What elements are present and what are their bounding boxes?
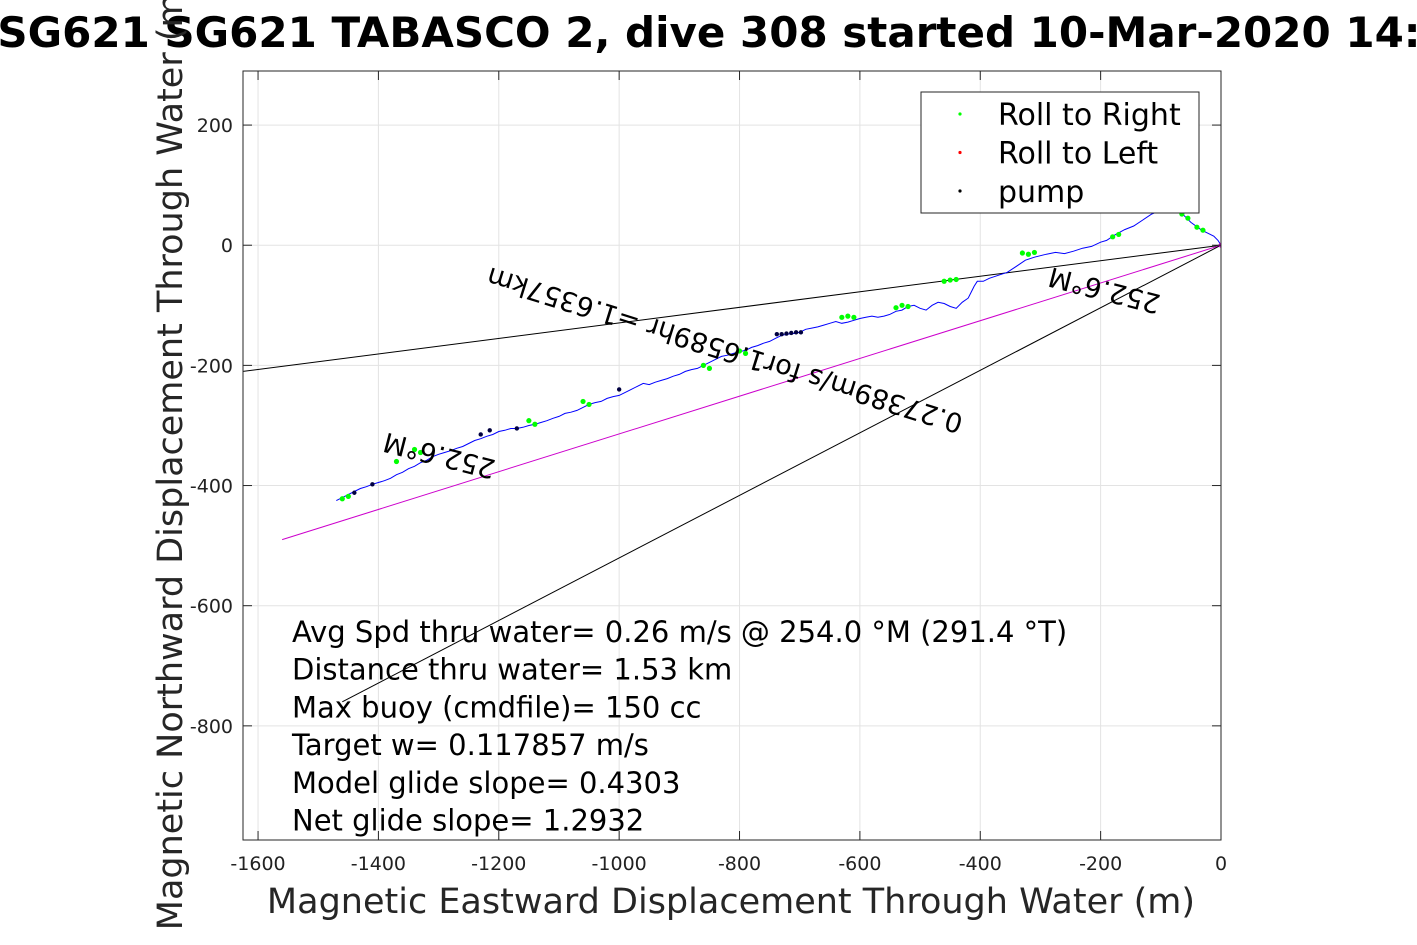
pump-point (514, 426, 520, 431)
roll-right-point (1110, 234, 1116, 240)
stat-line: Max buoy (cmdfile)= 150 cc (292, 690, 701, 724)
y-tick-label: -600 (190, 596, 233, 618)
roll-right-point (893, 305, 899, 311)
pump-point (616, 387, 622, 392)
pump-point (789, 330, 794, 336)
stat-line: Target w= 0.117857 m/s (291, 728, 649, 762)
pump-point (798, 330, 804, 335)
y-axis-label: Magnetic Northward Displacement Through … (151, 0, 191, 930)
y-tick-label: 200 (197, 115, 233, 137)
roll-right-point (941, 278, 947, 284)
x-axis-label: Magnetic Eastward Displacement Through W… (267, 882, 1195, 922)
roll-right-point (345, 493, 351, 499)
pump-point (487, 428, 492, 433)
roll-right-point (905, 303, 911, 310)
y-tick-label: -400 (190, 476, 233, 498)
pump-point (784, 331, 789, 336)
stat-line: Avg Spd thru water= 0.26 m/s @ 254.0 °M … (292, 615, 1067, 649)
roll-right-point (417, 449, 424, 456)
roll-right-point (700, 362, 707, 368)
y-tick-label: -200 (190, 355, 233, 377)
roll-right-point (839, 314, 845, 320)
stat-line: Distance thru water= 1.53 km (292, 653, 732, 687)
roll-right-point (339, 496, 345, 502)
x-tick-label: -600 (838, 853, 881, 875)
roll-right-point (393, 458, 400, 465)
x-tick-label: -1600 (230, 853, 285, 875)
stats-block: Avg Spd thru water= 0.26 m/s @ 254.0 °M … (291, 615, 1067, 838)
roll-right-point (851, 314, 857, 320)
pump-point (478, 432, 483, 437)
roll-right-point (580, 398, 586, 405)
roll-right-point (953, 276, 959, 283)
roll-right-point (899, 302, 905, 308)
pump-point (370, 482, 375, 487)
roll-right-point (1025, 251, 1032, 257)
pump-point (793, 330, 799, 335)
x-tick-label: -800 (718, 853, 761, 875)
roll-right-point (526, 418, 532, 424)
x-tick-label: -1200 (471, 853, 526, 875)
bearing-line (342, 244, 1221, 703)
roll-right-point (586, 401, 592, 408)
roll-right-point (706, 365, 713, 371)
roll-right-point (845, 313, 851, 319)
x-tick-label: -1400 (351, 853, 406, 875)
roll-right-point (1194, 224, 1200, 230)
legend-label: pump (998, 175, 1084, 210)
bearing-line (243, 244, 1221, 372)
legend-marker (958, 189, 962, 193)
roll-right-point (947, 277, 953, 283)
roll-right-point (1019, 250, 1025, 256)
legend-label: Roll to Right (998, 98, 1181, 133)
legend-box (920, 91, 1200, 214)
pump-point (779, 331, 784, 337)
x-tick-label: -1000 (592, 853, 647, 875)
legend-marker (958, 112, 962, 116)
track-line (336, 207, 1221, 502)
bearing-line (281, 244, 1221, 541)
pump-point (774, 331, 780, 337)
roll-right-point (1200, 227, 1206, 233)
roll-right-point (1185, 215, 1191, 221)
roll-right-point (1031, 249, 1038, 256)
legend-marker (958, 150, 962, 155)
x-tick-label: -400 (959, 853, 1002, 875)
roll-right-point (411, 446, 418, 453)
roll-right-point (532, 421, 538, 427)
pump-point (352, 490, 357, 495)
stat-line: Net glide slope= 1.2932 (292, 804, 644, 838)
ticks: -1600 -1400 -1200 -1000 -800 -600 -400 -200 0 -80… (190, 71, 1227, 875)
legend-label: Roll to Left (998, 137, 1158, 172)
x-tick-label: -200 (1079, 853, 1122, 875)
y-tick-label: -800 (190, 716, 233, 738)
roll-right-point (736, 348, 743, 354)
plot-frame (242, 70, 1222, 841)
y-tick-label: 0 (221, 235, 233, 257)
roll-right-point (1116, 231, 1122, 238)
roll-right-point (742, 350, 749, 356)
chart-title: SG621 SG621 TABASCO 2, dive 308 started … (0, 8, 1417, 57)
stat-line: Model glide slope= 0.4303 (292, 766, 680, 800)
x-tick-label: 0 (1215, 853, 1227, 875)
